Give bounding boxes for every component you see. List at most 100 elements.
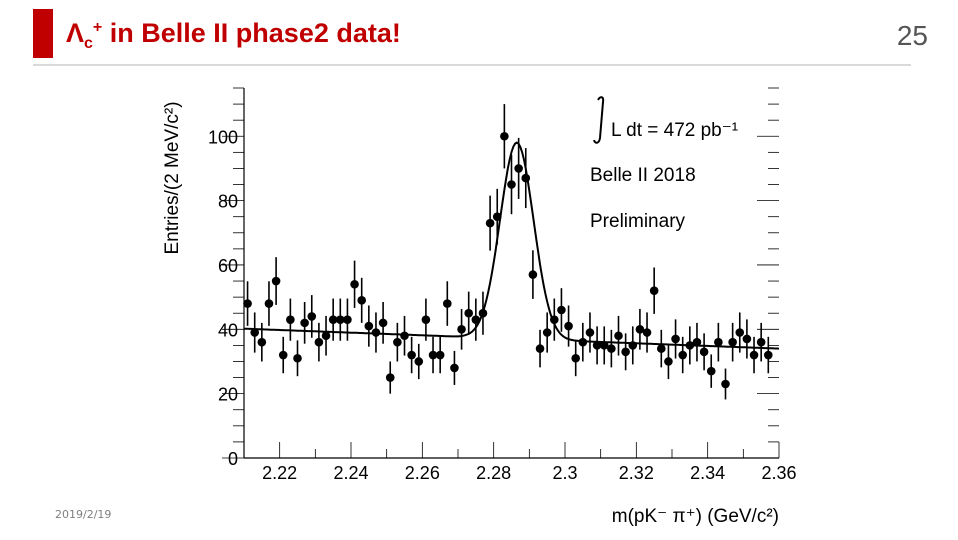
title-superscript: + [92,19,103,36]
data-point [264,299,274,308]
slide-date: 2019/2/19 [55,508,112,521]
data-point [471,315,481,324]
y-tick-label: 40 [218,320,238,340]
x-tick-label: 2.34 [690,463,725,483]
data-point [657,344,666,353]
data-point [642,328,652,337]
data-points [243,104,773,400]
data-point [721,379,730,389]
y-tick-label: 60 [218,256,238,276]
data-point [706,366,716,376]
data-point [728,337,737,347]
y-tick-label: 0 [228,449,238,469]
x-tick-label: 2.36 [761,463,796,483]
data-point [286,315,295,324]
x-tick-label: 2.24 [333,463,368,483]
plot-text: 0 20 40 60 80 100 2.22 2.24 2.26 2.28 2.3 2.32 2.34 2… [162,96,797,527]
title-lambda: Λ [66,18,85,48]
data-point [336,315,345,324]
data-point [664,357,673,366]
data-point [571,353,580,363]
data-point [742,334,752,344]
data-point [535,344,545,353]
y-tick-label: 80 [218,192,238,212]
data-point [364,321,374,331]
data-point [585,328,595,337]
data-point [764,350,773,360]
data-point [314,337,324,347]
data-point [407,350,416,360]
data-point [592,341,602,350]
data-point [271,276,281,286]
data-point [393,337,402,347]
data-point [699,347,709,357]
data-point [378,318,388,328]
data-point [464,308,474,318]
data-point [649,286,659,295]
data-point [485,218,495,228]
luminosity-annotation: L dt = 472 pb⁻¹ [611,120,738,141]
data-point [293,353,302,363]
title-divider [33,64,911,66]
data-point [350,279,359,289]
data-point [435,350,445,360]
fit-curve [244,141,780,350]
data-point [607,344,616,353]
data-point [692,337,702,347]
data-point [450,363,459,373]
data-point [357,296,367,305]
title-text: in Belle II phase2 data! [102,18,401,48]
data-point [414,357,424,366]
slide-title: Λc+ in Belle II phase2 data! [66,18,401,53]
data-point [507,180,516,189]
data-point [321,331,331,341]
data-point [678,350,687,360]
data-point [564,321,573,331]
y-axis-label: Entries/(2 MeV/c²) [162,101,183,254]
data-point [528,270,538,279]
title-accent-bar [33,9,53,58]
data-point [735,328,745,337]
data-point [257,337,267,347]
data-point [243,299,252,308]
data-point [421,315,431,324]
data-point [756,337,766,347]
data-point [343,315,352,324]
data-point [307,312,317,321]
data-point [671,334,680,344]
data-point [371,328,381,337]
fit-curve-line [244,141,780,350]
data-point [250,328,259,337]
x-tick-label: 2.22 [262,463,297,483]
plot-frame [243,88,779,459]
x-tick-label: 2.28 [476,463,511,483]
data-point [500,131,509,141]
integral-sign-icon [593,96,605,144]
data-point [599,341,609,350]
preliminary-annotation: Preliminary [590,211,686,232]
axis-ticks [222,87,780,459]
data-point [749,350,759,360]
data-point [443,299,452,308]
data-point [428,350,438,360]
data-point [514,164,523,173]
data-point [621,347,630,357]
data-point [542,328,552,337]
data-point [300,318,309,328]
data-point [635,325,645,334]
data-point [714,337,723,347]
y-tick-label: 100 [208,127,238,147]
data-point [557,305,566,315]
data-point [328,315,338,324]
data-point [457,325,466,334]
data-point [614,331,623,341]
slide-number: 25 [896,20,928,51]
data-point [385,373,395,382]
data-point [278,350,288,360]
x-tick-label: 2.26 [405,463,440,483]
title-subscript: c [84,35,93,52]
x-tick-label: 2.3 [552,463,577,483]
y-tick-label: 20 [218,385,238,405]
x-tick-label: 2.32 [619,463,654,483]
